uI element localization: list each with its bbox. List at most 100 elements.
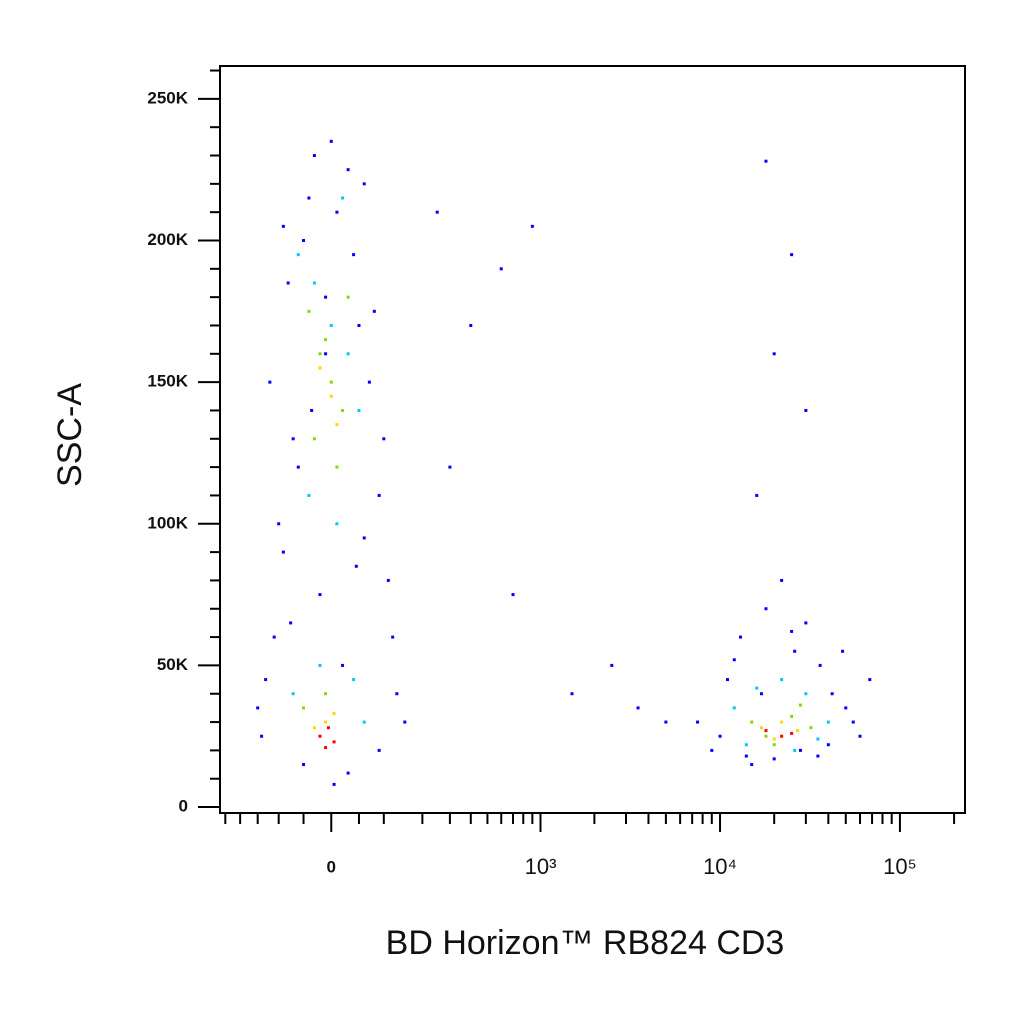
dot bbox=[332, 740, 336, 744]
dot bbox=[759, 726, 763, 730]
dot bbox=[377, 748, 381, 752]
dot bbox=[391, 635, 395, 639]
dot bbox=[744, 754, 748, 758]
dot bbox=[764, 159, 768, 163]
dot bbox=[302, 238, 306, 242]
dot bbox=[790, 731, 794, 735]
dot bbox=[744, 743, 748, 747]
dot bbox=[296, 253, 300, 257]
dot bbox=[610, 663, 614, 667]
dot bbox=[499, 267, 503, 271]
dot bbox=[354, 564, 358, 568]
dot bbox=[307, 493, 311, 497]
dot bbox=[790, 629, 794, 633]
dot bbox=[780, 678, 784, 682]
dot bbox=[341, 196, 345, 200]
dot bbox=[739, 635, 743, 639]
dot bbox=[362, 182, 366, 186]
dot bbox=[324, 720, 328, 724]
dot bbox=[780, 720, 784, 724]
dot bbox=[318, 734, 322, 738]
dot bbox=[277, 522, 281, 526]
dot bbox=[312, 154, 316, 158]
dot bbox=[289, 621, 293, 625]
dot bbox=[793, 748, 797, 752]
dot bbox=[818, 663, 822, 667]
dot bbox=[346, 771, 350, 775]
x-axis-label: BD Horizon™ RB824 CD3 bbox=[386, 924, 785, 962]
dot bbox=[664, 720, 668, 724]
x-tick-label: 10⁵ bbox=[883, 854, 917, 879]
dot bbox=[780, 578, 784, 582]
dot bbox=[710, 748, 714, 752]
dot bbox=[790, 253, 794, 257]
dot bbox=[352, 253, 356, 257]
dot bbox=[844, 706, 848, 710]
dot bbox=[318, 366, 322, 370]
dot bbox=[357, 408, 361, 412]
dot bbox=[286, 281, 290, 285]
dot bbox=[636, 706, 640, 710]
dot bbox=[329, 394, 333, 398]
x-tick-label: 0 bbox=[327, 857, 336, 876]
dot bbox=[830, 692, 834, 696]
dot bbox=[260, 734, 264, 738]
dot bbox=[759, 692, 763, 696]
dot bbox=[281, 550, 285, 554]
dot bbox=[764, 607, 768, 611]
dot bbox=[725, 678, 729, 682]
dot bbox=[341, 663, 345, 667]
y-tick-label: 100K bbox=[147, 513, 188, 532]
y-tick-label: 250K bbox=[147, 88, 188, 107]
x-tick-label: 10³ bbox=[525, 854, 557, 879]
dot bbox=[764, 729, 768, 733]
dot bbox=[332, 712, 336, 716]
dot bbox=[798, 748, 802, 752]
dot bbox=[448, 465, 452, 469]
dot bbox=[732, 706, 736, 710]
dot bbox=[386, 578, 390, 582]
dot bbox=[755, 686, 759, 690]
dot bbox=[841, 649, 845, 653]
dot bbox=[804, 408, 808, 412]
y-axis-label: SSC-A bbox=[51, 383, 89, 487]
dot bbox=[346, 168, 350, 172]
dot bbox=[395, 692, 399, 696]
dot bbox=[256, 706, 260, 710]
dot bbox=[307, 309, 311, 313]
dot bbox=[307, 196, 311, 200]
y-tick-label: 0 bbox=[179, 797, 188, 816]
dot bbox=[796, 729, 800, 733]
dot bbox=[335, 522, 339, 526]
dot bbox=[798, 703, 802, 707]
dot bbox=[804, 621, 808, 625]
y-tick-label: 150K bbox=[147, 372, 188, 391]
dot bbox=[272, 635, 276, 639]
dot bbox=[816, 754, 820, 758]
dot bbox=[296, 465, 300, 469]
plot-frame bbox=[219, 65, 966, 814]
dot bbox=[732, 658, 736, 662]
dot bbox=[318, 352, 322, 356]
dot bbox=[312, 437, 316, 441]
dot bbox=[324, 295, 328, 299]
dot bbox=[367, 380, 371, 384]
dot bbox=[302, 763, 306, 767]
dot bbox=[816, 737, 820, 741]
dot bbox=[346, 352, 350, 356]
dot bbox=[346, 295, 350, 299]
dot bbox=[530, 224, 534, 228]
dot bbox=[868, 678, 872, 682]
dot bbox=[772, 743, 776, 747]
dot bbox=[790, 714, 794, 718]
dot bbox=[324, 692, 328, 696]
dot bbox=[764, 734, 768, 738]
y-tick-label: 50K bbox=[157, 655, 189, 674]
dot bbox=[302, 706, 306, 710]
dot bbox=[335, 210, 339, 214]
dot bbox=[435, 210, 439, 214]
dot bbox=[324, 352, 328, 356]
dot bbox=[332, 782, 336, 786]
dot bbox=[329, 323, 333, 327]
